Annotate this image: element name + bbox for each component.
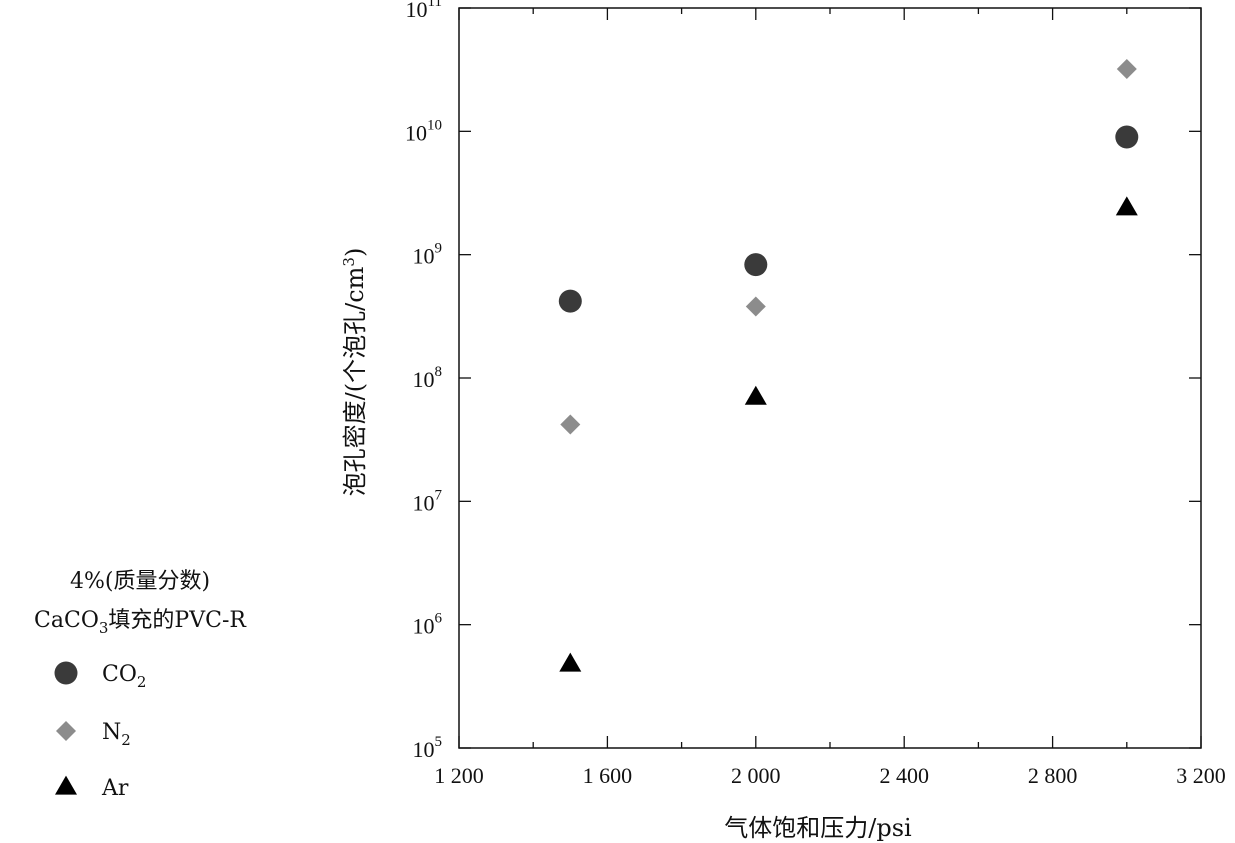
- y-tick-base: 10: [413, 490, 435, 515]
- point-n2: [560, 414, 581, 435]
- point-n2: [745, 296, 766, 317]
- y-axis-title: 泡孔密度/(个泡孔/cm3): [340, 248, 369, 497]
- y-tick-base: 10: [413, 737, 435, 762]
- y-tick-base: 10: [405, 120, 427, 145]
- legend-marker-ar: [55, 775, 77, 795]
- legend-label-name: Ar: [101, 776, 129, 801]
- legend-label-sub: 2: [137, 673, 147, 691]
- legend-marker-n2: [56, 721, 76, 741]
- y-tick-exp: 5: [435, 734, 443, 750]
- y-tick-base: 10: [406, 0, 428, 22]
- y-tick-base: 10: [413, 367, 435, 392]
- legend-label-n2: N2: [102, 720, 131, 749]
- data-points: [558, 59, 1139, 672]
- point-ar: [1115, 196, 1138, 216]
- x-tick-label: 2 800: [1028, 763, 1078, 788]
- x-tick-label: 3 200: [1176, 763, 1226, 788]
- y-axis-title-main: 泡孔密度/(个泡孔/cm: [341, 266, 369, 496]
- y-tick-base: 10: [413, 244, 435, 269]
- point-co2: [1115, 125, 1139, 149]
- y-tick-exp: 10: [427, 117, 442, 133]
- point-co2: [558, 289, 582, 313]
- x-tick-label: 2 000: [731, 763, 781, 788]
- legend-marker-co2: [54, 661, 78, 685]
- point-ar: [744, 385, 767, 405]
- legend-label-name: N: [102, 720, 121, 745]
- legend-label-ar: Ar: [101, 776, 129, 801]
- legend-title-line1: 4%(质量分数): [70, 569, 210, 594]
- y-tick-exp: 11: [428, 0, 442, 10]
- y-tick-exp: 6: [435, 611, 443, 627]
- legend-label-name: CO: [102, 662, 137, 687]
- y-tick-label: 106: [413, 611, 443, 639]
- x-axis-title: 气体饱和压力/psi: [724, 814, 912, 842]
- y-axis-title-close: ): [341, 248, 369, 257]
- legend-label-sub: 2: [121, 731, 131, 749]
- y-tick-label: 107: [413, 487, 443, 515]
- plot-frame: [458, 7, 1202, 749]
- y-tick-exp: 9: [435, 241, 443, 257]
- y-tick-base: 10: [413, 614, 435, 639]
- x-tick-label: 2 400: [879, 763, 929, 788]
- axis-ticks: [458, 7, 1202, 749]
- y-tick-label: 108: [413, 364, 443, 392]
- y-tick-label: 1010: [405, 117, 442, 145]
- x-tick-labels: 1 200 1 600 2 000 2 400 2 800 3 200: [434, 763, 1226, 788]
- point-ar: [559, 652, 582, 672]
- y-tick-label: 1011: [406, 0, 442, 22]
- y-tick-label: 109: [413, 241, 443, 269]
- legend-title-rest: 填充的PVC-R: [108, 608, 247, 633]
- point-n2: [1116, 59, 1137, 80]
- x-tick-label: 1 200: [434, 763, 484, 788]
- y-tick-exp: 7: [435, 487, 443, 503]
- legend-title-caco: CaCO: [34, 608, 99, 633]
- x-tick-label: 1 600: [583, 763, 633, 788]
- point-co2: [744, 253, 768, 277]
- legend-title-line2: CaCO3填充的PVC-R: [34, 608, 247, 637]
- y-tick-exp: 8: [435, 364, 443, 380]
- y-tick-label: 105: [413, 734, 443, 762]
- y-axis-title-sup: 3: [340, 257, 358, 267]
- legend-title-sub: 3: [99, 619, 109, 637]
- legend-label-co2: CO2: [102, 662, 146, 691]
